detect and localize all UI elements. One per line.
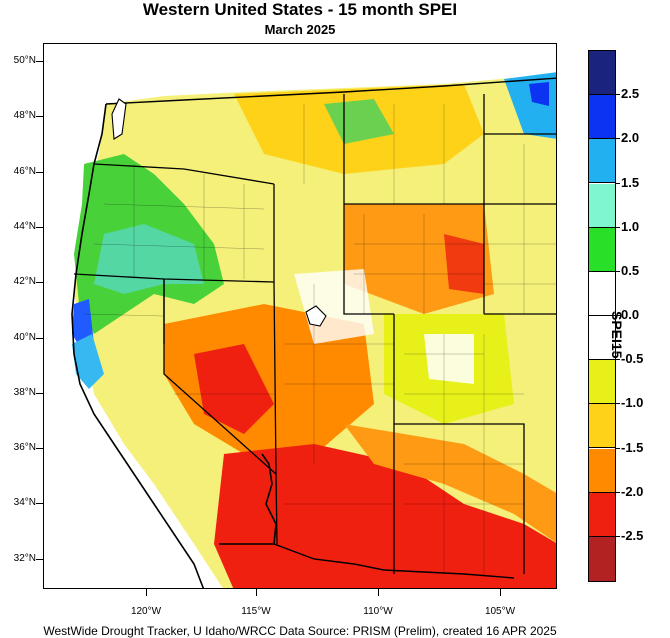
- legend-label: 2.5: [621, 86, 640, 102]
- legend-swatch: [589, 95, 615, 140]
- legend-swatch: [589, 183, 615, 228]
- region-montana-green: [324, 99, 394, 144]
- longitude-tick: [146, 589, 147, 596]
- legend-tick: [616, 315, 620, 316]
- latitude-tick: [36, 558, 43, 560]
- legend-label: -2.0: [621, 483, 644, 499]
- longitude-label: 110°W: [363, 606, 393, 617]
- map-subtitle: March 2025: [264, 22, 336, 37]
- region-southwest-orange: [344, 424, 556, 543]
- latitude-tick: [36, 282, 43, 284]
- legend-tick: [616, 491, 620, 493]
- latitude-label: 42°N: [13, 276, 36, 288]
- latitude-tick: [36, 392, 43, 394]
- region-ne-deep-blue: [529, 82, 549, 106]
- state-borders: [73, 94, 556, 574]
- legend-tick: [616, 359, 620, 361]
- map-title: Western United States - 15 month SPEI: [142, 0, 458, 19]
- latitude-label: 46°N: [13, 165, 36, 177]
- longitude-tick: [256, 589, 257, 596]
- legend-swatch: [589, 492, 615, 537]
- region-colorado-white: [424, 334, 474, 384]
- great-salt-lake: [305, 305, 327, 327]
- legend-swatch: [589, 51, 615, 96]
- longitude-label: 115°W: [241, 606, 271, 617]
- legend-swatch: [589, 360, 615, 405]
- legend-swatch: [589, 316, 615, 361]
- legend-swatch: [589, 139, 615, 184]
- legend-tick: [616, 270, 620, 272]
- legend-label: 0.5: [621, 262, 640, 278]
- northern-border: [105, 77, 556, 105]
- latitude-label: 50°N: [13, 55, 36, 66]
- latitude-label: 34°N: [13, 497, 36, 509]
- latitude-tick: [36, 226, 43, 228]
- legend-swatch: [589, 536, 615, 581]
- legend-swatch: [589, 404, 615, 449]
- legend-label: -1.0: [621, 395, 644, 411]
- latitude-tick: [36, 61, 43, 62]
- region-wyoming-red: [444, 234, 484, 294]
- southern-border: [219, 543, 515, 579]
- legend-label: 1.5: [621, 174, 640, 190]
- longitude-label: 120°W: [130, 606, 162, 617]
- county-borders: [83, 104, 556, 574]
- legend-tick: [616, 447, 620, 449]
- legend-tick: [616, 94, 620, 96]
- spei-map: [43, 43, 557, 589]
- latitude-label: 32°N: [13, 552, 36, 564]
- legend-tick: [616, 403, 620, 405]
- legend-tick: [616, 138, 620, 140]
- legend-label: -1.5: [621, 439, 644, 455]
- latitude-tick: [36, 448, 43, 450]
- legend-swatch: [589, 271, 615, 316]
- region-nevada-red: [194, 344, 274, 434]
- latitude-tick: [36, 171, 43, 173]
- legend-swatch: [589, 227, 615, 272]
- colorado-river: [261, 453, 277, 545]
- legend-label: 2.0: [621, 130, 640, 146]
- longitude-tick: [500, 589, 501, 596]
- longitude-tick: [378, 589, 379, 596]
- legend-label: 0.0: [621, 307, 640, 322]
- legend-label: 1.0: [621, 218, 640, 234]
- latitude-tick: [36, 337, 43, 339]
- spei-legend: [588, 50, 616, 582]
- region-southwest-red: [214, 444, 556, 588]
- latitude-label: 48°N: [13, 110, 36, 122]
- latitude-label: 38°N: [13, 386, 36, 398]
- legend-label: -2.5: [621, 527, 644, 543]
- coastline: [71, 103, 205, 588]
- legend-tick: [616, 535, 620, 537]
- latitude-label: 36°N: [13, 442, 36, 454]
- legend-tick: [616, 182, 620, 184]
- longitude-label: 105°W: [484, 606, 516, 617]
- latitude-tick: [36, 116, 43, 118]
- legend-label: -0.5: [621, 351, 644, 367]
- latitude-label: 40°N: [13, 331, 36, 343]
- latitude-tick: [36, 503, 43, 505]
- legend-swatch: [589, 448, 615, 493]
- region-ca-coast-cyan: [72, 334, 104, 389]
- map-canvas: [44, 44, 556, 588]
- puget-sound: [111, 98, 127, 140]
- data-credit: WestWide Drought Tracker, U Idaho/WRCC D…: [43, 624, 557, 638]
- legend-title: SPEI15: [609, 311, 625, 359]
- latitude-label: 44°N: [13, 220, 36, 232]
- legend-tick: [616, 226, 620, 228]
